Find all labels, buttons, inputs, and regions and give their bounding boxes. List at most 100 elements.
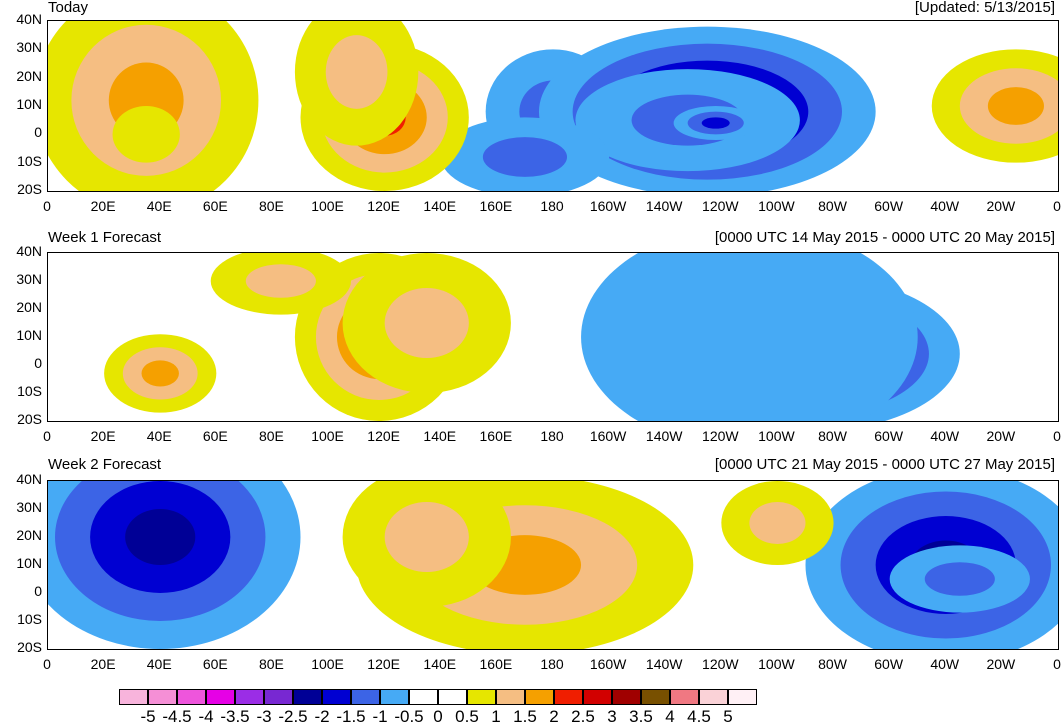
legend-swatch — [641, 689, 670, 705]
x-tick-label: 40E — [146, 198, 172, 214]
legend-swatch — [264, 689, 293, 705]
legend-swatch — [293, 689, 322, 705]
legend-label: -4 — [198, 707, 214, 726]
anomaly-contour — [125, 509, 196, 565]
y-tick-label: 10S — [17, 152, 42, 169]
y-tick-label: 0 — [34, 355, 42, 371]
panel-title: Week 2 Forecast — [48, 456, 162, 473]
y-tick-label: 10N — [16, 555, 42, 571]
y-tick-label: 20N — [16, 299, 42, 315]
x-tick-label: 140E — [423, 656, 457, 672]
legend-label: 4 — [665, 707, 675, 726]
legend-label: -2 — [314, 707, 330, 726]
legend-swatch — [409, 689, 438, 705]
legend-swatch — [206, 689, 235, 705]
y-tick-label: 20S — [17, 411, 42, 427]
legend-swatch — [612, 689, 641, 705]
map-plot — [47, 480, 1059, 650]
x-tick-label: 100W — [758, 656, 795, 672]
anomaly-contour — [245, 264, 316, 298]
x-tick-label: 20E — [90, 656, 116, 672]
anomaly-contour — [581, 253, 918, 421]
x-tick-label: 120E — [367, 198, 400, 214]
y-tick-label: 10N — [16, 327, 42, 343]
legend-swatch — [670, 689, 699, 705]
y-tick-label: 20N — [16, 67, 42, 84]
legend-label: -2.5 — [278, 707, 308, 726]
panel-week1: Week 1 Forecast [0000 UTC 14 May 2015 - … — [0, 230, 1061, 460]
legend-label: -1 — [372, 707, 388, 726]
x-tick-label: 160W — [589, 198, 627, 214]
legend-swatch — [728, 689, 757, 705]
anomaly-contour — [749, 502, 806, 544]
legend-label: 4.5 — [687, 707, 711, 726]
x-tick-label: 160W — [589, 428, 627, 444]
x-tick-label: 160W — [589, 656, 627, 672]
legend-swatch — [525, 689, 554, 705]
panel-today: Today [Updated: 5/13/2015] — [0, 0, 1061, 230]
y-tick-label: 40N — [16, 471, 42, 487]
anomaly-contour — [112, 106, 180, 163]
x-tick-label: 120W — [702, 198, 739, 214]
x-tick-label: 180 — [540, 428, 564, 444]
anomaly-contour — [924, 562, 995, 596]
x-tick-label: 0 — [1053, 428, 1061, 444]
updated-label: [Updated: 5/13/2015] — [914, 0, 1055, 16]
legend-swatch — [467, 689, 496, 705]
x-tick-label: 20W — [986, 198, 1016, 214]
y-tick-label: 30N — [16, 39, 42, 56]
y-tick-label: 30N — [16, 271, 42, 287]
legend-label: -5 — [140, 707, 156, 726]
x-tick-label: 140W — [645, 198, 683, 214]
map-svg — [48, 481, 1058, 649]
y-tick-label: 10S — [17, 383, 42, 399]
anomaly-contour — [325, 35, 388, 109]
panel-week2: Week 2 Forecast [0000 UTC 21 May 2015 - … — [0, 457, 1061, 687]
legend-label: 0.5 — [455, 707, 479, 726]
panel-title: Today — [48, 0, 89, 16]
x-tick-label: 40W — [930, 198, 960, 214]
y-tick-label: 10N — [16, 96, 42, 112]
y-tick-label: 20S — [17, 639, 42, 655]
legend-swatch — [554, 689, 583, 705]
x-tick-label: 0 — [43, 656, 51, 672]
x-tick-label: 100W — [758, 428, 795, 444]
x-tick-label: 60E — [202, 198, 228, 214]
x-tick-label: 20W — [986, 428, 1016, 444]
x-tick-label: 80E — [258, 198, 284, 214]
x-tick-label: 20E — [90, 428, 116, 444]
x-tick-label: 100E — [311, 656, 344, 672]
legend-label: -3.5 — [220, 707, 250, 726]
x-tick-label: 120W — [702, 656, 739, 672]
x-tick-label: 120E — [367, 428, 400, 444]
x-tick-label: 120E — [367, 656, 400, 672]
x-tick-label: 60W — [874, 198, 904, 214]
legend-label: -0.5 — [394, 707, 424, 726]
panel-title: Week 1 Forecast — [48, 229, 162, 246]
anomaly-contour — [384, 288, 469, 358]
x-tick-label: 140W — [645, 428, 683, 444]
x-tick-label: 160E — [479, 198, 513, 214]
x-tick-label: 180 — [540, 656, 564, 672]
x-tick-label: 40W — [930, 428, 960, 444]
legend-swatch — [438, 689, 467, 705]
legend-swatch — [496, 689, 525, 705]
legend-swatch — [322, 689, 351, 705]
legend-label: 5 — [723, 707, 733, 726]
y-tick-label: 0 — [34, 583, 42, 599]
x-tick-label: 0 — [43, 428, 51, 444]
map-plot — [47, 252, 1059, 422]
legend-label: -3 — [256, 707, 272, 726]
x-tick-label: 80W — [818, 656, 847, 672]
legend-label: 3 — [607, 707, 617, 726]
legend-swatch — [235, 689, 264, 705]
x-tick-label: 40E — [146, 656, 172, 672]
x-tick-label: 100W — [758, 198, 795, 214]
legend-swatch — [351, 689, 380, 705]
x-tick-label: 0 — [1053, 198, 1061, 214]
x-tick-label: 0 — [1053, 656, 1061, 672]
y-tick-label: 10S — [17, 611, 42, 627]
map-plot — [47, 20, 1059, 192]
x-tick-label: 80E — [258, 428, 284, 444]
y-tick-label: 20S — [17, 181, 42, 197]
